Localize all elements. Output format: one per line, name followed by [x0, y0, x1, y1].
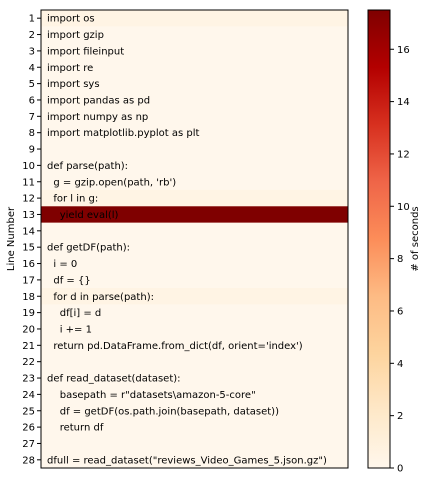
- heatmap-rows: import os import gzip import fileinput impo…: [41, 10, 348, 469]
- heatmap-cell: [41, 320, 348, 338]
- y-tick-label: 17: [22, 275, 35, 286]
- y-tick-label: 28: [22, 455, 35, 466]
- colorbar: [367, 9, 391, 469]
- code-line-text: i += 1: [47, 324, 92, 335]
- heatmap-cell: [41, 304, 348, 322]
- code-line-text: return pd.DataFrame.from_dict(df, orient…: [47, 341, 303, 352]
- code-line-text: import matplotlib.pyplot as plt: [47, 128, 199, 139]
- y-tick-label: 18: [22, 292, 35, 303]
- colorbar-tick-label: 12: [397, 149, 410, 160]
- code-line-text: import fileinput: [47, 46, 124, 57]
- heatmap-cell: [41, 75, 348, 93]
- plot-frame: [40, 9, 349, 469]
- code-line-text: i = 0: [47, 259, 77, 270]
- heatmap-cell: [41, 189, 348, 207]
- code-line-text: import os: [47, 14, 95, 25]
- heatmap-cell: [41, 255, 348, 273]
- colorbar-tick-label: 14: [397, 97, 410, 108]
- colorbar-label: # of seconds: [410, 206, 421, 271]
- y-tick-label: 4: [29, 63, 35, 74]
- heatmap-cell: [41, 157, 348, 174]
- y-tick-label: 15: [22, 243, 35, 254]
- code-line-text: import numpy as np: [47, 112, 148, 123]
- code-line-text: g = gzip.open(path, 'rb'): [47, 177, 176, 188]
- code-line-text: def read_dataset(dataset):: [47, 374, 181, 385]
- heatmap-cell: [41, 26, 348, 44]
- heatmap-cell: [41, 222, 348, 240]
- heatmap-cell: [41, 206, 348, 223]
- code-line-text: import gzip: [47, 30, 104, 41]
- y-tick-label: 1: [29, 14, 35, 25]
- code-line-text: yield eval(l): [47, 210, 119, 221]
- y-tick-label: 13: [22, 210, 35, 221]
- heatmap-cell: [41, 369, 348, 387]
- colorbar-tick-label: 4: [397, 359, 403, 370]
- code-line-text: import re: [47, 63, 93, 74]
- colorbar-tick-label: 0: [397, 464, 403, 475]
- heatmap-cell: [41, 271, 348, 289]
- code-line-text: basepath = r"datasets\amazon-5-core": [47, 390, 256, 401]
- y-tick-labels: 1234567891011121314151617181920212223242…: [22, 14, 41, 466]
- colorbar-tick-label: 2: [397, 411, 403, 422]
- y-tick-label: 21: [22, 341, 35, 352]
- y-tick-label: 27: [22, 439, 35, 450]
- y-tick-label: 23: [22, 374, 35, 385]
- heatmap-cell: [41, 337, 348, 354]
- colorbar-tick-label: 16: [397, 45, 410, 56]
- heatmap-cell: [41, 402, 348, 420]
- y-tick-label: 24: [22, 390, 35, 401]
- y-tick-label: 19: [22, 308, 35, 319]
- y-tick-label: 25: [22, 406, 35, 417]
- heatmap-cell: [41, 173, 348, 191]
- heatmap-cell: [41, 386, 348, 403]
- y-tick-label: 16: [22, 259, 35, 270]
- colorbar-tick-label: 8: [397, 254, 403, 265]
- code-line-text: import sys: [47, 79, 100, 90]
- colorbar-tick-label: 6: [397, 306, 403, 317]
- code-line-text: for l in g:: [47, 194, 98, 205]
- heatmap-cell: [41, 140, 348, 158]
- y-tick-label: 5: [29, 79, 35, 90]
- heatmap-cell: [41, 91, 348, 109]
- code-line-text: def parse(path):: [47, 161, 128, 172]
- y-tick-label: 20: [22, 324, 35, 335]
- heatmap-cell: [41, 124, 348, 142]
- colorbar-tick-label: 10: [397, 202, 410, 213]
- y-tick-label: 9: [29, 145, 35, 156]
- heatmap-cell: [41, 108, 348, 125]
- heatmap-cell: [41, 451, 348, 469]
- heatmap-cell: [41, 418, 348, 436]
- code-line-text: for d in parse(path):: [47, 292, 154, 303]
- heatmap-cell: [41, 10, 348, 27]
- heatmap-cell: [41, 353, 348, 371]
- heatmap-cell: [41, 59, 348, 76]
- code-line-text: df[i] = d: [47, 308, 101, 319]
- y-tick-label: 22: [22, 357, 35, 368]
- code-line-text: import pandas as pd: [47, 95, 150, 106]
- y-tick-label: 2: [29, 30, 35, 41]
- y-tick-label: 3: [29, 46, 35, 57]
- code-line-text: def getDF(path):: [47, 243, 130, 254]
- heatmap-cell: [41, 288, 348, 305]
- heatmap-cell: [41, 239, 348, 256]
- code-line-text: df = {}: [47, 275, 91, 286]
- code-line-text: dfull = read_dataset("reviews_Video_Game…: [47, 455, 327, 466]
- heatmap-cell: [41, 42, 348, 60]
- code-line-text: df = getDF(os.path.join(basepath, datase…: [47, 406, 279, 417]
- y-tick-label: 10: [22, 161, 35, 172]
- heatmap-cell: [41, 435, 348, 452]
- y-tick-label: 12: [22, 194, 35, 205]
- y-tick-label: 11: [22, 177, 35, 188]
- colorbar-ticks: 0 2 4 6 8 10 12 14 16: [390, 45, 410, 475]
- y-tick-label: 26: [22, 423, 35, 434]
- y-axis-label: Line Number: [6, 206, 17, 271]
- y-tick-label: 6: [29, 95, 35, 106]
- y-tick-label: 14: [22, 226, 35, 237]
- code-line-text: return df: [47, 423, 104, 434]
- y-tick-label: 8: [29, 128, 35, 139]
- y-tick-label: 7: [29, 112, 35, 123]
